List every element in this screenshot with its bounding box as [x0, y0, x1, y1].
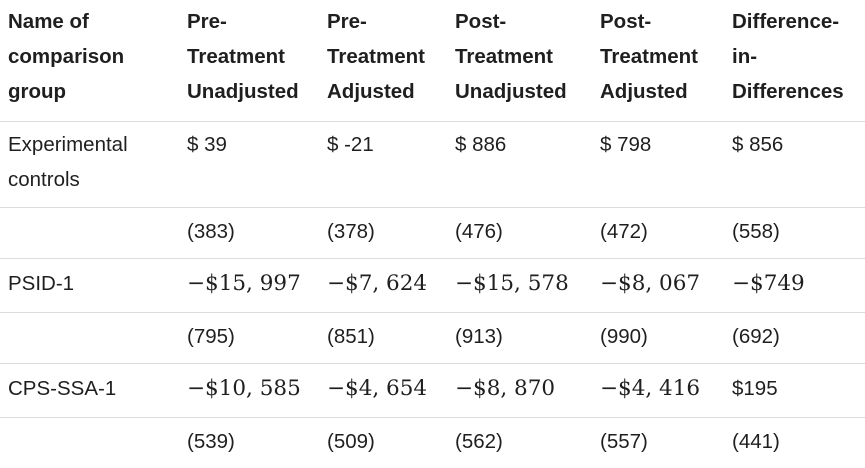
- standard-error-cell: (795): [179, 313, 319, 364]
- value-cell: −$15, 997: [179, 259, 319, 313]
- table-row: Experimental controls $ 39 $ -21 $ 886 $…: [0, 122, 865, 208]
- page: Name of comparison group Pre-Treatment U…: [0, 0, 865, 444]
- value-cell: $ 798: [592, 122, 724, 208]
- standard-error-cell: (472): [592, 208, 724, 259]
- standard-error-cell: (509): [319, 418, 447, 468]
- value-cell: −$8, 067: [592, 259, 724, 313]
- header-post-treatment-unadjusted: Post-Treatment Unadjusted: [447, 0, 592, 122]
- value-cell: −$4, 416: [592, 364, 724, 418]
- header-difference-in-differences: Difference-in-Differences: [724, 0, 865, 122]
- value-cell: −$4, 654: [319, 364, 447, 418]
- table-row: CPS-SSA-1 −$10, 585 −$4, 654 −$8, 870 −$…: [0, 364, 865, 418]
- standard-error-cell: (692): [724, 313, 865, 364]
- standard-error-cell: (557): [592, 418, 724, 468]
- table-row-standard-errors: (539) (509) (562) (557) (441): [0, 418, 865, 468]
- value-cell: −$10, 585: [179, 364, 319, 418]
- group-name-cell: [0, 208, 179, 259]
- standard-error-cell: (378): [319, 208, 447, 259]
- value-cell: −$15, 578: [447, 259, 592, 313]
- value-cell: −$749: [724, 259, 865, 313]
- header-comparison-group: Name of comparison group: [0, 0, 179, 122]
- group-name-cell: Experimental controls: [0, 122, 179, 208]
- group-name-cell: PSID-1: [0, 259, 179, 313]
- value-cell: $ -21: [319, 122, 447, 208]
- header-post-treatment-adjusted: Post-Treatment Adjusted: [592, 0, 724, 122]
- header-pre-treatment-unadjusted: Pre-Treatment Unadjusted: [179, 0, 319, 122]
- header-pre-treatment-adjusted: Pre-Treatment Adjusted: [319, 0, 447, 122]
- table-row: PSID-1 −$15, 997 −$7, 624 −$15, 578 −$8,…: [0, 259, 865, 313]
- table-row-standard-errors: (383) (378) (476) (472) (558): [0, 208, 865, 259]
- standard-error-cell: (476): [447, 208, 592, 259]
- value-cell: $ 886: [447, 122, 592, 208]
- value-cell: −$7, 624: [319, 259, 447, 313]
- group-name-cell: [0, 313, 179, 364]
- value-cell: $195: [724, 364, 865, 418]
- standard-error-cell: (539): [179, 418, 319, 468]
- standard-error-cell: (913): [447, 313, 592, 364]
- standard-error-cell: (990): [592, 313, 724, 364]
- group-name-cell: [0, 418, 179, 468]
- standard-error-cell: (851): [319, 313, 447, 364]
- group-name-cell: CPS-SSA-1: [0, 364, 179, 418]
- standard-error-cell: (562): [447, 418, 592, 468]
- standard-error-cell: (441): [724, 418, 865, 468]
- value-cell: $ 39: [179, 122, 319, 208]
- value-cell: $ 856: [724, 122, 865, 208]
- value-cell: −$8, 870: [447, 364, 592, 418]
- standard-error-cell: (383): [179, 208, 319, 259]
- standard-error-cell: (558): [724, 208, 865, 259]
- table-header-row: Name of comparison group Pre-Treatment U…: [0, 0, 865, 122]
- table-row-standard-errors: (795) (851) (913) (990) (692): [0, 313, 865, 364]
